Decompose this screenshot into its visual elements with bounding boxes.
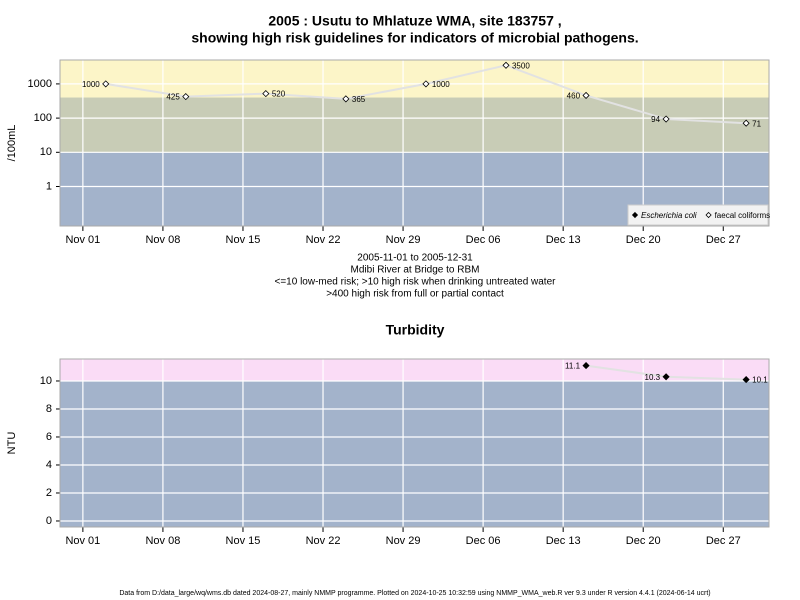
y-tick-label: 100 (34, 112, 52, 124)
value-label: 425 (166, 93, 180, 102)
x-tick-label: Nov 01 (65, 234, 100, 246)
legend-marker (631, 211, 639, 219)
value-label: 460 (567, 92, 581, 101)
x-tick-label: Dec 20 (626, 535, 661, 547)
x-tick-label: Dec 06 (466, 535, 501, 547)
legend-marker (705, 211, 712, 219)
y-axis-label: /100mL (6, 125, 18, 162)
y-axis-label: NTU (6, 432, 18, 455)
data-point (262, 90, 270, 98)
x-tick-label: Dec 27 (706, 535, 741, 547)
y-tick-label: 0 (46, 515, 52, 527)
x-tick-label: Dec 13 (546, 535, 581, 547)
risk-band (60, 97, 769, 153)
y-tick-label: 10 (40, 375, 52, 387)
x-tick-label: Dec 13 (546, 234, 581, 246)
risk-band (60, 380, 769, 527)
risk-band (60, 60, 769, 98)
data-point (662, 115, 670, 123)
plot-frame (59, 358, 770, 528)
data-point (662, 373, 670, 381)
data-point (422, 80, 430, 88)
note: <=10 low-med risk; >10 high risk when dr… (275, 277, 557, 288)
y-tick-label: 1 (46, 180, 52, 192)
data-point (742, 119, 750, 127)
value-label: 1000 (82, 80, 100, 89)
x-tick-label: Nov 15 (226, 535, 261, 547)
x-tick-label: Dec 27 (706, 234, 741, 246)
y-tick-label: 2 (46, 487, 52, 499)
plot-frame (59, 59, 770, 227)
y-tick-label: 10 (40, 146, 52, 158)
chart-title: showing high risk guidelines for indicat… (191, 30, 638, 46)
y-tick-label: 8 (46, 403, 52, 415)
note: Mdibi River at Bridge to RBM (351, 265, 480, 276)
data-point (182, 93, 190, 101)
data-point (342, 95, 350, 103)
x-tick-label: Nov 29 (386, 234, 421, 246)
data-point (582, 362, 590, 370)
data-point (742, 376, 750, 384)
value-label: 520 (272, 90, 286, 99)
x-tick-label: Dec 06 (466, 234, 501, 246)
x-tick-label: Nov 22 (306, 535, 341, 547)
value-label: 10.1 (752, 376, 768, 385)
value-label: 3500 (512, 61, 530, 70)
x-tick-label: Nov 01 (65, 535, 100, 547)
x-tick-label: Nov 29 (386, 535, 421, 547)
legend-label: Escherichia coli (641, 211, 697, 220)
x-tick-label: Nov 15 (226, 234, 261, 246)
x-tick-label: Dec 20 (626, 234, 661, 246)
note: 2005-11-01 to 2005-12-31 (357, 253, 473, 264)
value-label: 1000 (432, 80, 450, 89)
value-label: 10.3 (645, 373, 661, 382)
value-label: 365 (352, 95, 366, 104)
footer: Data from D:/data_large/wq/wms.db dated … (119, 590, 710, 597)
data-point (102, 80, 110, 88)
value-label: 94 (651, 115, 660, 124)
x-tick-label: Nov 08 (145, 234, 180, 246)
y-tick-label: 4 (46, 459, 52, 471)
risk-band (60, 359, 769, 381)
data-point (582, 91, 590, 100)
value-label: 11.1 (565, 362, 581, 371)
y-tick-label: 1000 (28, 78, 52, 90)
x-tick-label: Nov 22 (306, 234, 341, 246)
data-point (502, 61, 510, 69)
legend-label: faecal coliforms (715, 211, 771, 220)
chart-title: 2005 : Usutu to Mhlatuze WMA, site 18375… (268, 13, 561, 29)
x-tick-label: Nov 08 (145, 535, 180, 547)
value-label: 71 (752, 119, 761, 128)
note: >400 high risk from full or partial cont… (326, 289, 504, 300)
legend: Escherichia coli faecal coliforms (627, 204, 771, 226)
chart-title: Turbidity (386, 322, 445, 338)
legend-box (627, 204, 769, 226)
y-tick-label: 6 (46, 431, 52, 443)
